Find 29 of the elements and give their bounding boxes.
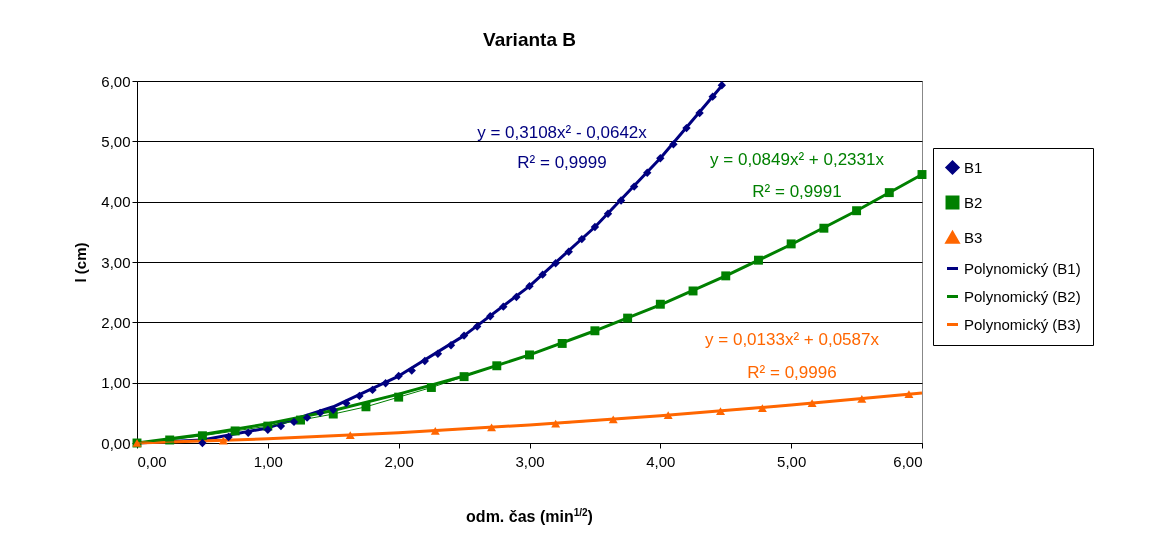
y-tick-label: 2,00: [101, 313, 131, 331]
annotation: R² = 0,9991: [752, 182, 842, 201]
annotation: R² = 0,9999: [517, 153, 607, 172]
annotation: y = 0,0133x² + 0,0587x: [705, 330, 880, 349]
x-tick-label: 2,00: [384, 452, 414, 470]
chart-title: Varianta B: [483, 29, 576, 50]
x-tick-label: 6,00: [893, 452, 923, 470]
legend-label: Polynomický (B1): [964, 259, 1081, 277]
y-tick-label: 1,00: [101, 374, 131, 392]
x-tick-label: 1,00: [253, 452, 283, 470]
y-axis-title: l (cm): [72, 242, 90, 283]
y-tick-label: 0,00: [101, 434, 131, 452]
y-tick-label: 6,00: [101, 72, 131, 90]
legend-label: B2: [964, 193, 983, 211]
annotation: R² = 0,9996: [747, 363, 837, 382]
x-tick-label: 3,00: [515, 452, 545, 470]
x-tick-label: 5,00: [777, 452, 807, 470]
annotation: y = 0,0849x² + 0,2331x: [710, 150, 885, 169]
y-tick-label: 3,00: [101, 253, 131, 271]
x-tick-label: 4,00: [646, 452, 676, 470]
legend-label: B3: [964, 228, 983, 246]
legend-label: B1: [964, 158, 983, 176]
legend-label: Polynomický (B2): [964, 287, 1081, 305]
legend-label: Polynomický (B3): [964, 315, 1081, 333]
y-tick-label: 4,00: [101, 193, 131, 211]
x-tick-label: 0,00: [137, 452, 167, 470]
annotation: y = 0,3108x² - 0,0642x: [477, 123, 648, 142]
x-axis-title: odm. čas (min$^{1/2}$): [465, 507, 594, 527]
y-tick-label: 5,00: [101, 132, 131, 150]
